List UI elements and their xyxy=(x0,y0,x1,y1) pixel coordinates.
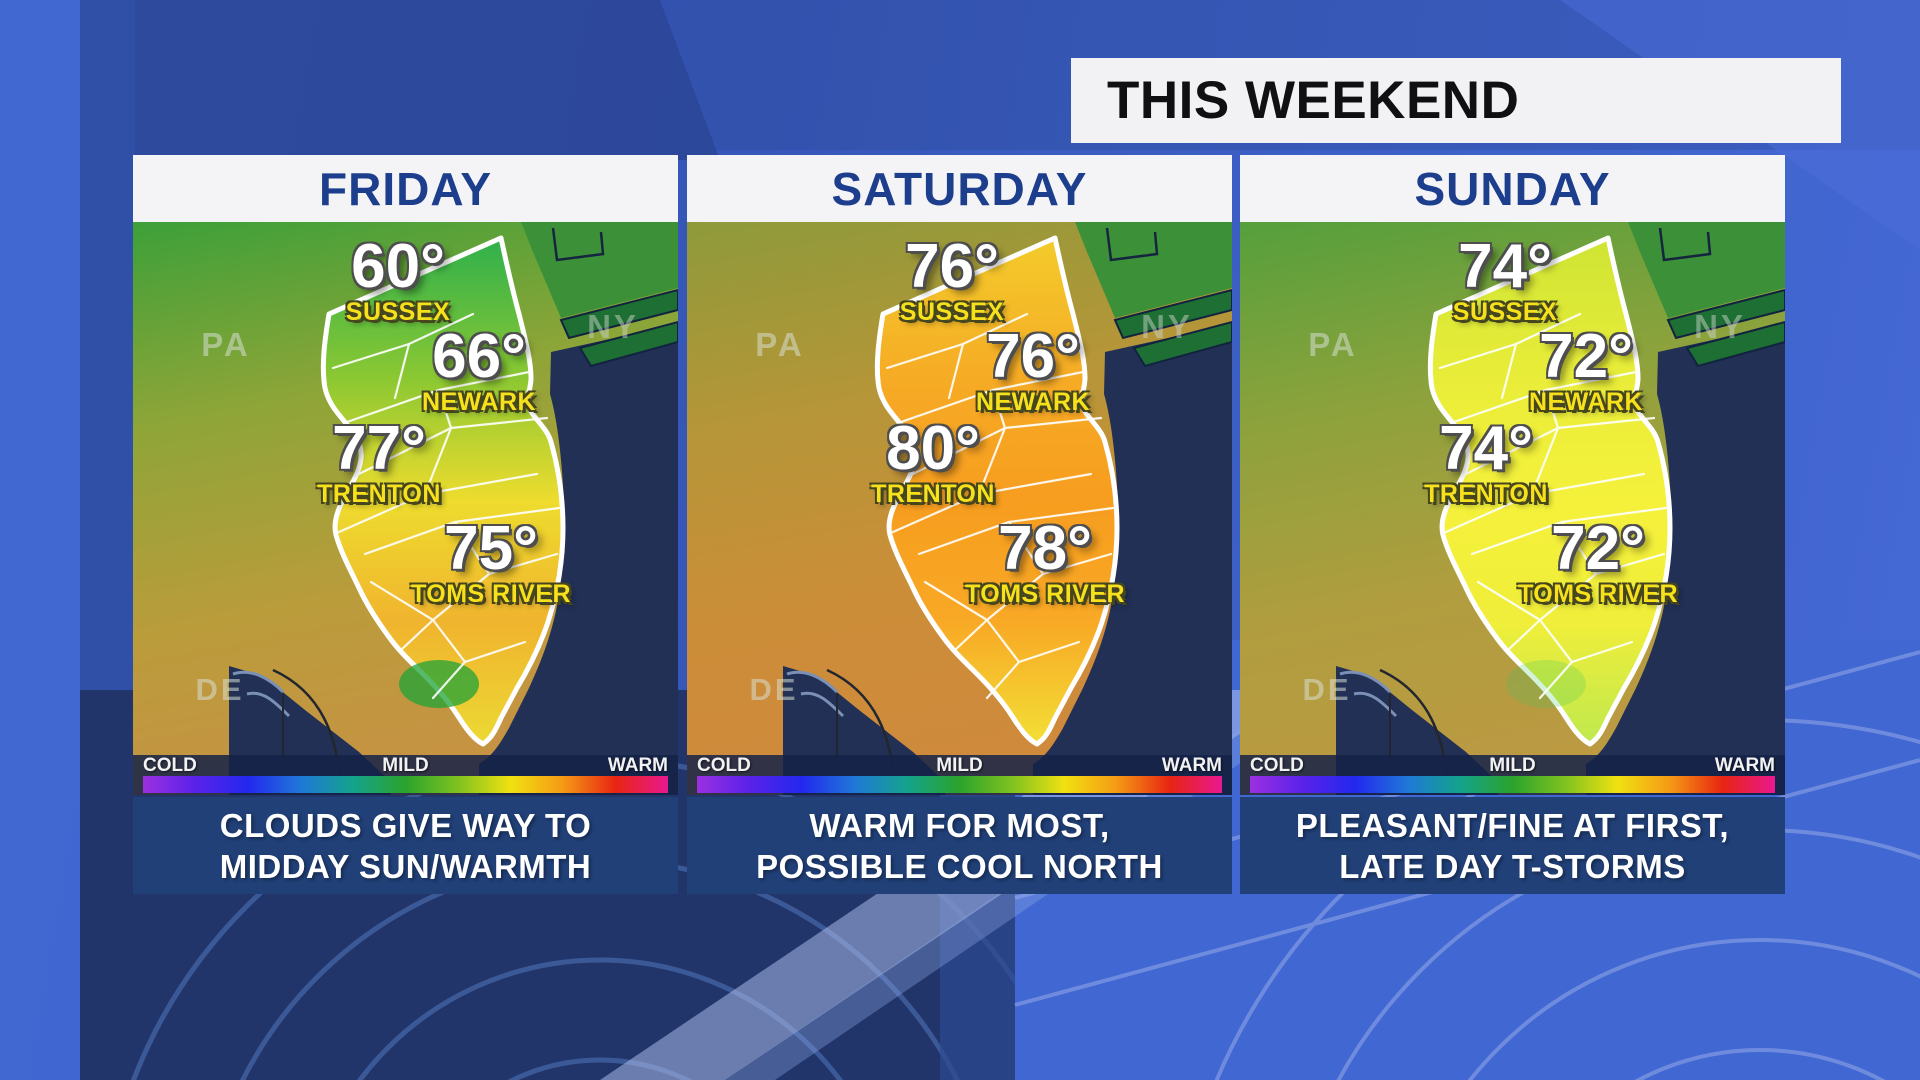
scale-gradient-bar xyxy=(1250,776,1775,793)
temp-value: 78° xyxy=(998,514,1092,583)
temp-value: 72° xyxy=(1551,514,1645,583)
state-label-de: DE xyxy=(195,672,245,707)
scale-label-mild: MILD xyxy=(382,755,429,776)
temp-value: 74° xyxy=(1439,414,1533,483)
temp-city: TRENTON xyxy=(871,480,995,508)
day-name: FRIDAY xyxy=(319,162,492,215)
temp-newark: 72° NEWARK xyxy=(1446,326,1726,415)
scale-gradient-bar xyxy=(697,776,1222,793)
state-label-ny: NY xyxy=(1141,308,1193,345)
caption-line-1: WARM FOR MOST, xyxy=(809,806,1110,844)
forecast-map-sunday: PA NY DE 74° SUSSEX 72° NEWARK 74° TRENT… xyxy=(1240,222,1785,795)
state-label-pa: PA xyxy=(201,326,251,363)
temp-trenton: 77° TRENTON xyxy=(239,418,519,507)
temp-toms-river: 78° TOMS RIVER xyxy=(905,518,1185,607)
page-title: THIS WEEKEND xyxy=(1107,71,1520,130)
temp-city: NEWARK xyxy=(421,388,537,416)
south-temp-accent xyxy=(1506,660,1586,708)
temp-city: TOMS RIVER xyxy=(410,580,572,608)
temp-toms-river: 72° TOMS RIVER xyxy=(1458,518,1738,607)
scale-gradient-bar xyxy=(143,776,668,793)
temp-city: NEWARK xyxy=(975,388,1091,416)
state-label-de: DE xyxy=(749,672,799,707)
caption-line-2: MIDDAY SUN/WARMTH xyxy=(219,847,592,885)
state-label-pa: PA xyxy=(755,326,805,363)
scale-labels: COLD MILD WARM xyxy=(133,755,678,776)
temp-trenton: 74° TRENTON xyxy=(1346,418,1626,507)
temp-sussex: 74° SUSSEX xyxy=(1365,236,1645,325)
caption-line-2: POSSIBLE COOL NORTH xyxy=(756,847,1163,885)
temp-value: 74° xyxy=(1458,232,1552,301)
forecast-panel-friday: FRIDAY PA NY DE 60° SUSSEX 66° NEWARK xyxy=(133,155,678,897)
scale-label-warm: WARM xyxy=(1714,755,1775,776)
temperature-map xyxy=(687,222,1232,795)
temp-city: TRENTON xyxy=(317,480,441,508)
title-bar: THIS WEEKEND xyxy=(1071,58,1841,143)
scale-label-warm: WARM xyxy=(1161,755,1222,776)
day-name: SUNDAY xyxy=(1414,162,1611,215)
temp-value: 77° xyxy=(332,414,426,483)
temp-sussex: 60° SUSSEX xyxy=(258,236,538,325)
temp-toms-river: 75° TOMS RIVER xyxy=(351,518,631,607)
temp-city: TRENTON xyxy=(1424,480,1548,508)
forecast-caption: PLEASANT/FINE AT FIRST, LATE DAY T-STORM… xyxy=(1240,797,1785,894)
temp-newark: 66° NEWARK xyxy=(339,326,619,415)
scale-label-warm: WARM xyxy=(607,755,668,776)
caption-line-1: CLOUDS GIVE WAY TO xyxy=(219,806,592,844)
day-name: SATURDAY xyxy=(831,162,1088,215)
state-label-ny: NY xyxy=(587,308,639,345)
scale-label-mild: MILD xyxy=(936,755,983,776)
scale-label-cold: COLD xyxy=(697,755,751,776)
forecast-map-saturday: PA NY DE 76° SUSSEX 76° NEWARK 80° TRENT… xyxy=(687,222,1232,795)
temp-newark: 76° NEWARK xyxy=(893,326,1173,415)
temp-trenton: 80° TRENTON xyxy=(793,418,1073,507)
temp-value: 66° xyxy=(432,322,526,391)
panel-header: SATURDAY xyxy=(687,155,1232,222)
forecast-panel-sunday: SUNDAY PA NY DE 74° SUSSEX 72° NEWARK xyxy=(1240,155,1785,897)
forecast-map-friday: PA NY DE 60° SUSSEX 66° NEWARK 77° TRENT… xyxy=(133,222,678,795)
temp-city: NEWARK xyxy=(1528,388,1644,416)
temperature-scale: COLD MILD WARM xyxy=(687,755,1232,795)
temp-city: TOMS RIVER xyxy=(1517,580,1679,608)
panel-header: FRIDAY xyxy=(133,155,678,222)
temp-value: 76° xyxy=(986,322,1080,391)
temp-value: 76° xyxy=(905,232,999,301)
temp-sussex: 76° SUSSEX xyxy=(812,236,1092,325)
south-temp-accent xyxy=(953,660,1033,708)
panel-header: SUNDAY xyxy=(1240,155,1785,222)
state-label-ny: NY xyxy=(1694,308,1746,345)
temp-value: 60° xyxy=(351,232,445,301)
temperature-map xyxy=(1240,222,1785,795)
caption-line-1: PLEASANT/FINE AT FIRST, xyxy=(1295,806,1730,844)
temp-city: SUSSEX xyxy=(345,298,451,326)
temp-value: 72° xyxy=(1539,322,1633,391)
south-temp-accent xyxy=(399,660,479,708)
scale-labels: COLD MILD WARM xyxy=(1240,755,1785,776)
scale-label-cold: COLD xyxy=(1250,755,1304,776)
temp-value: 80° xyxy=(886,414,980,483)
temp-city: SUSSEX xyxy=(1452,298,1558,326)
temp-city: SUSSEX xyxy=(899,298,1005,326)
state-label-pa: PA xyxy=(1308,326,1358,363)
scale-label-mild: MILD xyxy=(1489,755,1536,776)
state-label-de: DE xyxy=(1302,672,1352,707)
temp-value: 75° xyxy=(444,514,538,583)
scale-label-cold: COLD xyxy=(143,755,197,776)
scale-labels: COLD MILD WARM xyxy=(687,755,1232,776)
forecast-panel-saturday: SATURDAY PA NY DE 76° SUSSEX 76° NEWARK xyxy=(687,155,1232,897)
forecast-caption: WARM FOR MOST, POSSIBLE COOL NORTH xyxy=(687,797,1232,894)
caption-line-2: LATE DAY T-STORMS xyxy=(1339,847,1686,885)
temp-city: TOMS RIVER xyxy=(964,580,1126,608)
temperature-map xyxy=(133,222,678,795)
temperature-scale: COLD MILD WARM xyxy=(1240,755,1785,795)
temperature-scale: COLD MILD WARM xyxy=(133,755,678,795)
forecast-caption: CLOUDS GIVE WAY TO MIDDAY SUN/WARMTH xyxy=(133,797,678,894)
